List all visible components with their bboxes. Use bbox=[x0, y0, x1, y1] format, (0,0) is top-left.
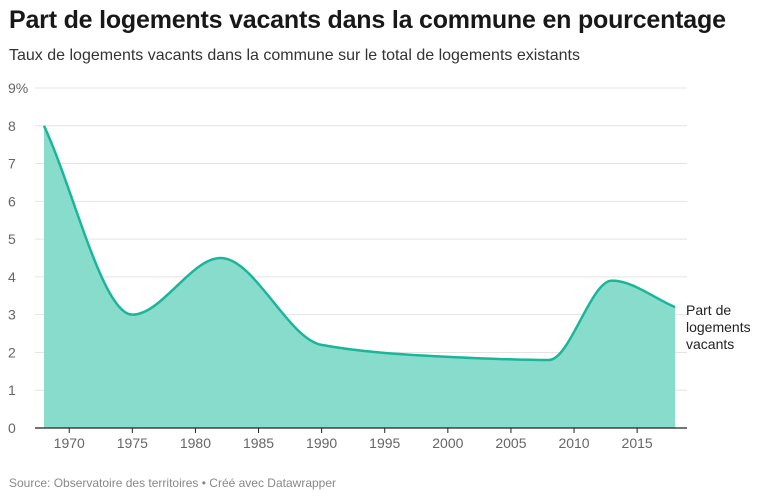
y-tick-label: 2 bbox=[8, 344, 16, 360]
chart-title: Part de logements vacants dans la commun… bbox=[9, 6, 726, 34]
x-axis-ticks: 1970 1975 1980 1985 1990 1995 2000 2005 2010 2015 bbox=[54, 428, 653, 451]
x-tick-label: 1990 bbox=[306, 435, 337, 451]
series-line bbox=[42, 125, 676, 362]
y-axis-ticks: 0 1 2 3 4 5 6 7 8 9% bbox=[8, 80, 28, 436]
y-tick-label: 7 bbox=[8, 156, 16, 172]
y-tick-label: 5 bbox=[8, 231, 16, 247]
y-tick-label: 8 bbox=[8, 118, 16, 134]
series-area bbox=[35, 125, 687, 429]
x-tick-label: 1980 bbox=[180, 435, 211, 451]
series-label-line: logements bbox=[686, 319, 751, 335]
y-tick-label: 1 bbox=[8, 382, 16, 398]
series-label-line: Part de bbox=[686, 302, 731, 318]
y-tick-label: 6 bbox=[8, 193, 16, 209]
area-fill bbox=[44, 125, 675, 429]
chart-subtitle: Taux de logements vacants dans la commun… bbox=[9, 47, 580, 64]
x-tick-label: 1975 bbox=[117, 435, 148, 451]
x-tick-label: 2000 bbox=[432, 435, 463, 451]
y-tick-label: 9% bbox=[8, 80, 28, 96]
x-tick-label: 1985 bbox=[243, 435, 274, 451]
y-tick-label: 3 bbox=[8, 307, 16, 323]
series-label-line: vacants bbox=[686, 336, 734, 352]
x-tick-label: 2005 bbox=[495, 435, 526, 451]
y-tick-label: 0 bbox=[8, 420, 16, 436]
x-tick-label: 1970 bbox=[54, 435, 85, 451]
x-tick-label: 1995 bbox=[369, 435, 400, 451]
chart-source: Source: Observatoire des territoires • C… bbox=[9, 476, 337, 490]
x-tick-label: 2010 bbox=[558, 435, 589, 451]
y-tick-label: 4 bbox=[8, 269, 16, 285]
x-tick-label: 2015 bbox=[622, 435, 653, 451]
